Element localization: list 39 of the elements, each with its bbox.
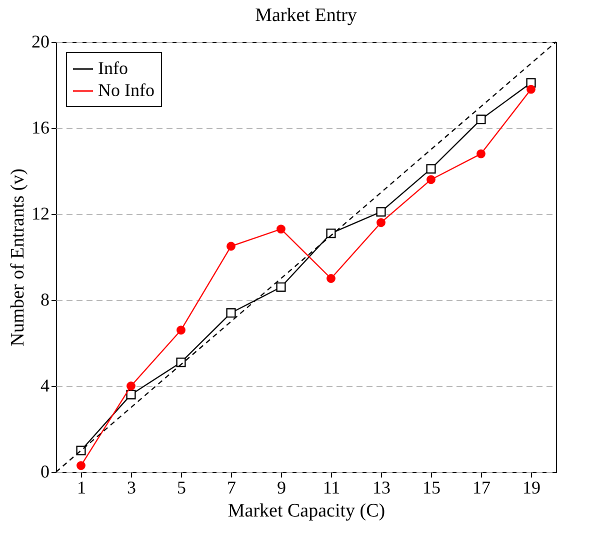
x-tick-label: 17 — [472, 478, 490, 498]
y-tick-label: 0 — [40, 462, 50, 482]
point — [276, 282, 286, 292]
point — [476, 114, 486, 124]
x-tick-label: 13 — [372, 478, 390, 498]
point — [476, 149, 486, 158]
legend-label: Info — [98, 58, 128, 78]
point — [326, 228, 336, 238]
point — [176, 326, 186, 335]
chart-title: Market Entry — [255, 5, 358, 26]
x-tick-label: 19 — [522, 478, 540, 498]
point — [226, 242, 236, 251]
point — [376, 218, 386, 228]
y-tick-label: 12 — [32, 204, 50, 224]
point — [326, 274, 336, 283]
x-tick-label: 3 — [127, 478, 136, 498]
x-tick-label: 11 — [322, 478, 340, 498]
y-tick-label: 8 — [40, 290, 50, 310]
x-tick-label: 9 — [277, 478, 286, 498]
point — [126, 382, 136, 390]
point — [426, 164, 436, 174]
point — [526, 84, 536, 94]
point — [426, 175, 436, 184]
x-tick-label: 7 — [227, 478, 236, 498]
x-axis-title: Market Capacity (C) — [228, 500, 386, 522]
y-tick-label: 4 — [40, 376, 50, 396]
y-tick-label: 20 — [32, 32, 50, 52]
point — [76, 461, 86, 470]
x-tick-label: 1 — [77, 478, 86, 498]
point — [276, 224, 286, 234]
point — [376, 207, 386, 217]
point — [226, 308, 236, 318]
point — [126, 390, 136, 400]
x-tick-label: 15 — [422, 478, 440, 498]
point — [176, 358, 186, 368]
y-tick-label: 16 — [32, 118, 50, 138]
legend-label: No Info — [98, 80, 154, 100]
x-tick-label: 5 — [177, 478, 186, 498]
y-axis-title: Number of Entrants (v) — [8, 168, 28, 346]
